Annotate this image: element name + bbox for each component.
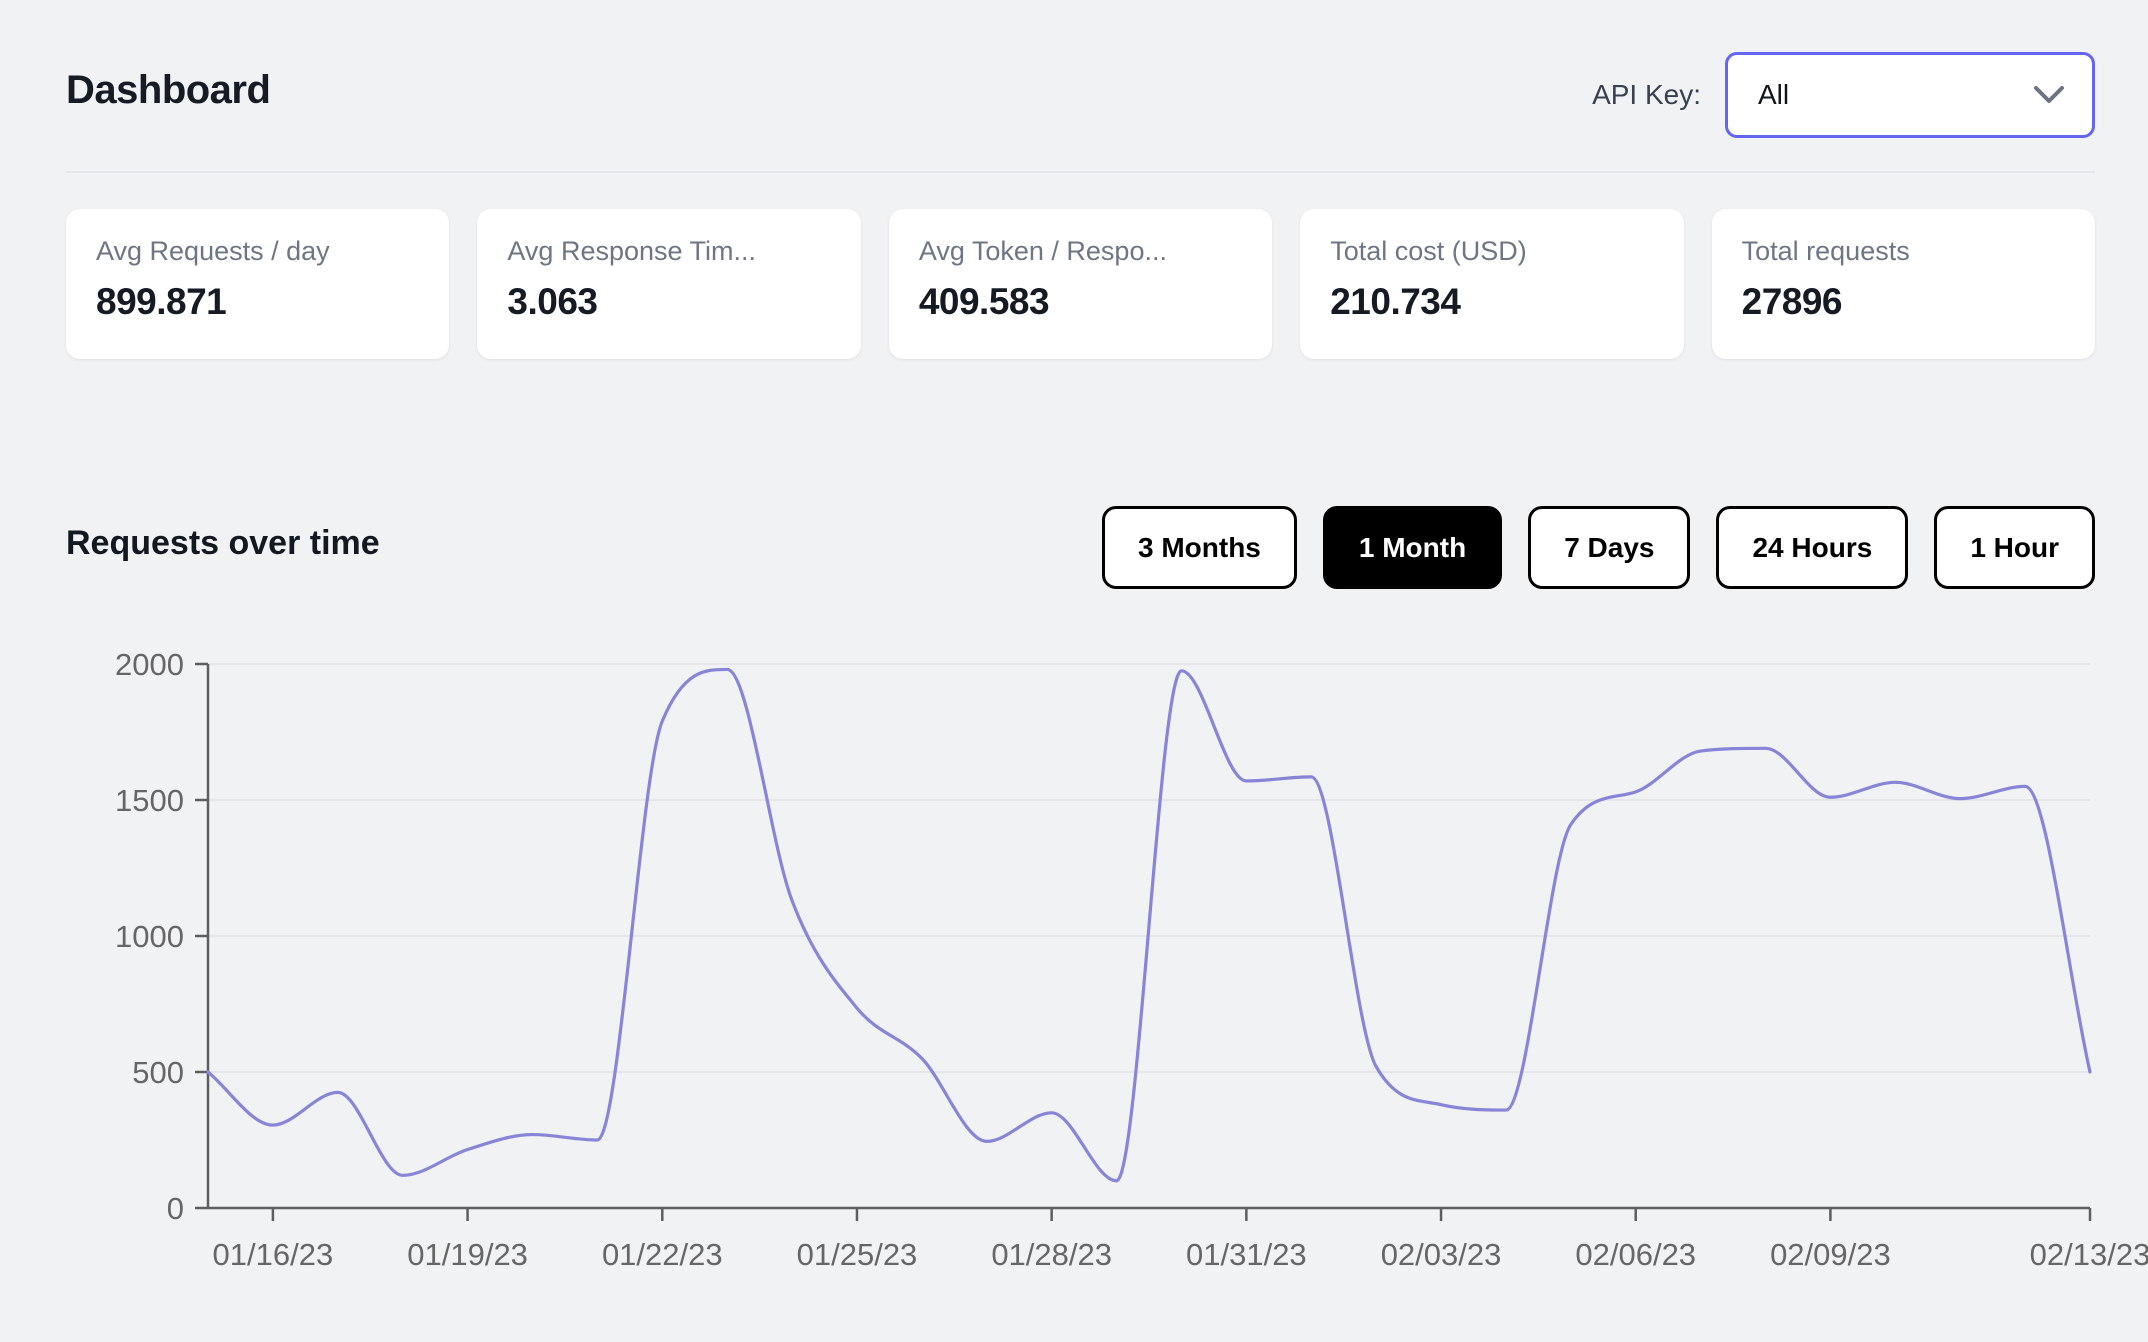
stat-value: 3.063 [507,281,598,322]
range-button-1-month[interactable]: 1 Month [1322,506,1503,589]
range-button-24-hours[interactable]: 24 Hours [1716,506,1909,589]
stat-card: Avg Response Tim... 3.063 [477,209,861,359]
stat-value: 409.583 [918,281,1050,322]
y-tick-label: 500 [132,1055,184,1090]
header-divider [66,171,2095,173]
y-tick-label: 1500 [115,783,184,818]
x-tick-label: 02/13/23 [2030,1237,2148,1272]
x-tick-label: 01/25/23 [797,1237,918,1272]
api-key-label: API Key: [1592,79,1701,110]
page-title: Dashboard [66,68,271,112]
x-tick-label: 01/28/23 [991,1237,1112,1272]
stats-row: Avg Requests / day 899.871 Avg Response Ti… [66,209,2096,359]
y-tick-label: 1000 [115,919,184,954]
y-tick-label: 2000 [115,647,184,682]
stat-label: Total cost (USD) [1330,236,1527,266]
stat-label: Avg Token / Respo... [918,236,1167,266]
stat-card: Total cost (USD) 210.734 [1300,209,1684,359]
x-tick-label: 02/03/23 [1381,1237,1502,1272]
stat-card: Avg Requests / day 899.871 [66,209,450,359]
requests-line-series [206,667,2092,1183]
y-tick-label: 0 [167,1191,184,1226]
stat-value: 27896 [1741,281,1843,322]
api-key-selected-value: All [1758,79,1790,110]
range-button-1-hour[interactable]: 1 Hour [1934,506,2095,589]
x-tick-label: 01/16/23 [213,1237,334,1272]
stat-card: Avg Token / Respo... 409.583 [888,209,1273,359]
x-tick-label: 01/19/23 [407,1237,528,1272]
stat-value: 210.734 [1330,281,1461,322]
x-tick-label: 02/06/23 [1575,1237,1696,1272]
range-button-7-days[interactable]: 7 Days [1528,506,1691,589]
stat-card: Total requests 27896 [1711,209,2096,359]
stat-value: 899.871 [96,281,227,322]
api-key-control: API Key: All [1592,52,2095,138]
api-key-select[interactable]: All [1725,52,2095,138]
x-tick-label: 02/09/23 [1770,1237,1891,1272]
stat-label: Avg Response Tim... [507,236,757,266]
section-title: Requests over time [66,524,380,562]
time-range-group: 3 Months 1 Month 7 Days 24 Hours 1 Hour [1101,506,2095,589]
requests-over-time-chart: 0 500 1000 1500 2000 01/16/23 01/19/23 01/22/23… [115,647,2148,1272]
stat-label: Total requests [1741,236,1910,266]
x-tick-label: 01/31/23 [1186,1237,1307,1272]
range-button-3-months[interactable]: 3 Months [1101,506,1297,589]
x-tick-label: 01/22/23 [602,1237,723,1272]
chevron-down-icon [2034,86,2064,103]
stat-label: Avg Requests / day [96,236,330,266]
